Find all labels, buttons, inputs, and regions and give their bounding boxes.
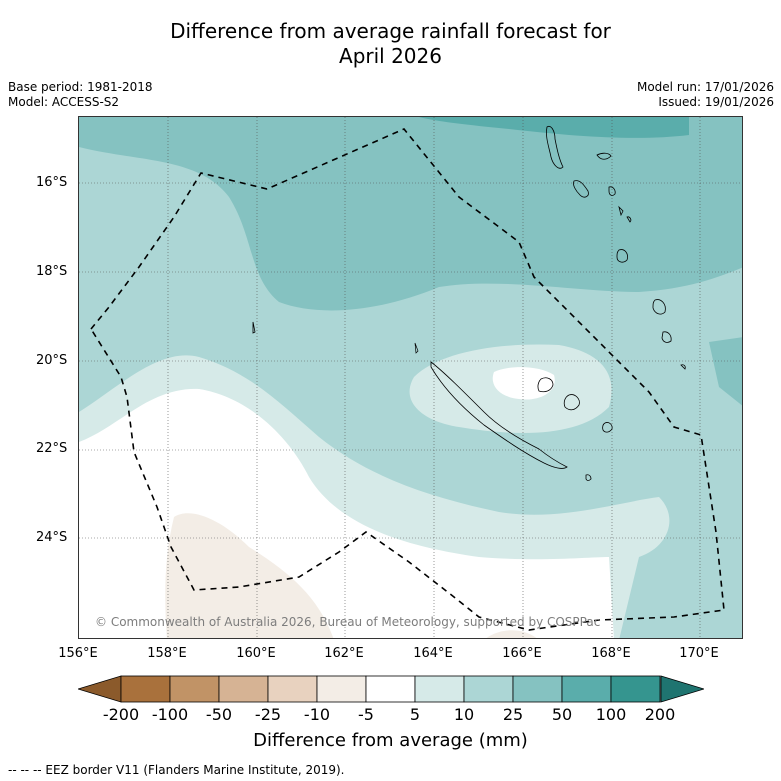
- anomaly-band-25-50: [79, 117, 742, 311]
- lat-label-22s: 22°S: [36, 441, 68, 456]
- espiritu-santo-island: [546, 125, 564, 169]
- colorbar-cell: [463, 675, 514, 703]
- meta-left: Base period: 1981-2018 Model: ACCESS-S2: [8, 80, 153, 110]
- belep-islands: [414, 342, 419, 354]
- ambrym-island: [608, 186, 616, 196]
- malekula-island: [573, 180, 589, 198]
- colorbar-cell: [267, 675, 318, 703]
- colorbar-extend-high: [660, 675, 706, 703]
- eez-legend-note: -- -- -- EEZ border V11 (Flanders Marine…: [8, 763, 345, 777]
- lat-label-24s: 24°S: [36, 530, 68, 545]
- colorbar-tick-label: 50: [551, 705, 573, 724]
- base-period: Base period: 1981-2018: [8, 80, 153, 94]
- colorbar-cell: [610, 675, 661, 703]
- copyright-notice: © Commonwealth of Australia 2026, Bureau…: [95, 615, 601, 629]
- colorbar-tick-label: -200: [102, 705, 140, 724]
- colorbar-cell: [218, 675, 269, 703]
- colorbar-tick-label: -100: [151, 705, 189, 724]
- aneityum-island: [680, 364, 686, 370]
- lifou-island: [563, 394, 580, 411]
- lon-label-168e: 168°E: [591, 646, 631, 661]
- model-name: Model: ACCESS-S2: [8, 95, 120, 109]
- ouvea-island: [537, 377, 554, 393]
- lon-label-162e: 162°E: [324, 646, 364, 661]
- lon-label-160e: 160°E: [236, 646, 276, 661]
- lon-label-164e: 164°E: [413, 646, 453, 661]
- graticule: [79, 117, 742, 638]
- colorbar-cell: [316, 675, 367, 703]
- meta-right: Model run: 17/01/2026 Issued: 19/01/2026: [637, 80, 774, 110]
- erromango-island: [652, 299, 666, 315]
- colorbar-cell: [365, 675, 416, 703]
- anomaly-band-25-50-east: [709, 337, 742, 406]
- colorbar-tick-label: -5: [358, 705, 374, 724]
- colorbar-cell: [512, 675, 563, 703]
- chart-title: Difference from average rainfall forecas…: [0, 19, 781, 69]
- new-caledonia-island: [430, 361, 568, 469]
- mare-island: [602, 422, 613, 433]
- isle-of-pines: [585, 474, 592, 481]
- lon-label-166e: 166°E: [502, 646, 542, 661]
- tanna-island: [661, 331, 672, 343]
- lat-label-18s: 18°S: [36, 264, 68, 279]
- efate-island: [616, 249, 628, 263]
- colorbar-title: Difference from average (mm): [253, 730, 528, 751]
- colorbar-cell: [561, 675, 612, 703]
- lat-label-20s: 20°S: [36, 353, 68, 368]
- chesterfield-islands: [252, 321, 256, 334]
- colorbar-tick-label: 5: [409, 705, 421, 724]
- colorbar-svg: [76, 675, 706, 703]
- colorbar-tick-label: 100: [595, 705, 627, 724]
- colorbar-extend-low: [76, 675, 122, 703]
- colorbar-tick-label: 10: [453, 705, 475, 724]
- anomaly-band-50-100: [419, 117, 689, 138]
- title-line-1: Difference from average rainfall forecas…: [170, 19, 611, 43]
- map-canvas: [79, 117, 742, 638]
- lon-label-156e: 156°E: [58, 646, 98, 661]
- shepherd-islands: [618, 205, 632, 223]
- anomaly-band-dry-5-10: [165, 513, 334, 638]
- anomaly-band-dry-5-10-south: [486, 630, 537, 638]
- colorbar-cell: [169, 675, 220, 703]
- colorbar-tick-label: -10: [303, 705, 331, 724]
- colorbar-cell: [120, 675, 171, 703]
- lon-label-158e: 158°E: [147, 646, 187, 661]
- lat-label-16s: 16°S: [36, 175, 68, 190]
- colorbar-tick-label: -25: [254, 705, 282, 724]
- forecast-map: © Commonwealth of Australia 2026, Bureau…: [78, 116, 743, 639]
- lon-label-170e: 170°E: [679, 646, 719, 661]
- title-line-2: April 2026: [339, 44, 442, 68]
- colorbar-tick-label: 200: [644, 705, 676, 724]
- model-run: Model run: 17/01/2026: [636, 80, 774, 94]
- colorbar-cell: [414, 675, 465, 703]
- colorbar-tick-label: -50: [205, 705, 233, 724]
- colorbar: [76, 675, 706, 709]
- eez-border: [90, 128, 725, 631]
- colorbar-tick-label: 25: [502, 705, 524, 724]
- maewo-island: [596, 152, 612, 160]
- colorbar-cells: [120, 675, 661, 703]
- issued-date: Issued: 19/01/2026: [658, 95, 774, 109]
